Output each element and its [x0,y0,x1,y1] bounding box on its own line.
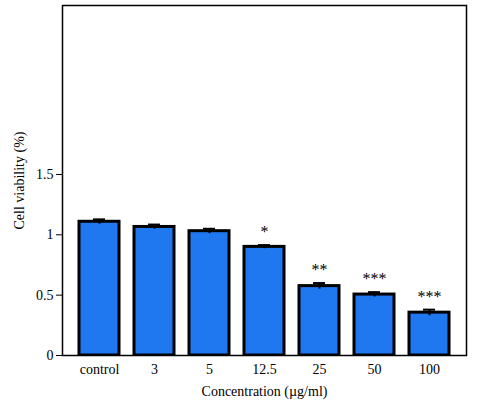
svg-text:***: *** [363,270,387,287]
svg-text:50: 50 [368,362,382,377]
svg-text:1.5: 1.5 [36,167,54,182]
svg-text:**: ** [312,261,328,278]
svg-text:*: * [261,223,269,240]
svg-text:12.5: 12.5 [252,362,277,377]
svg-text:Cell viability (%): Cell viability (%) [12,131,28,229]
svg-text:0.5: 0.5 [36,288,54,303]
svg-text:Concentration (µg/ml): Concentration (µg/ml) [202,384,328,400]
svg-text:1: 1 [47,227,54,242]
svg-text:25: 25 [313,362,327,377]
svg-text:100: 100 [419,362,440,377]
svg-text:***: *** [418,288,442,305]
svg-text:5: 5 [206,362,213,377]
svg-text:3: 3 [151,362,158,377]
svg-text:0: 0 [47,348,54,363]
svg-text:control: control [80,362,120,377]
